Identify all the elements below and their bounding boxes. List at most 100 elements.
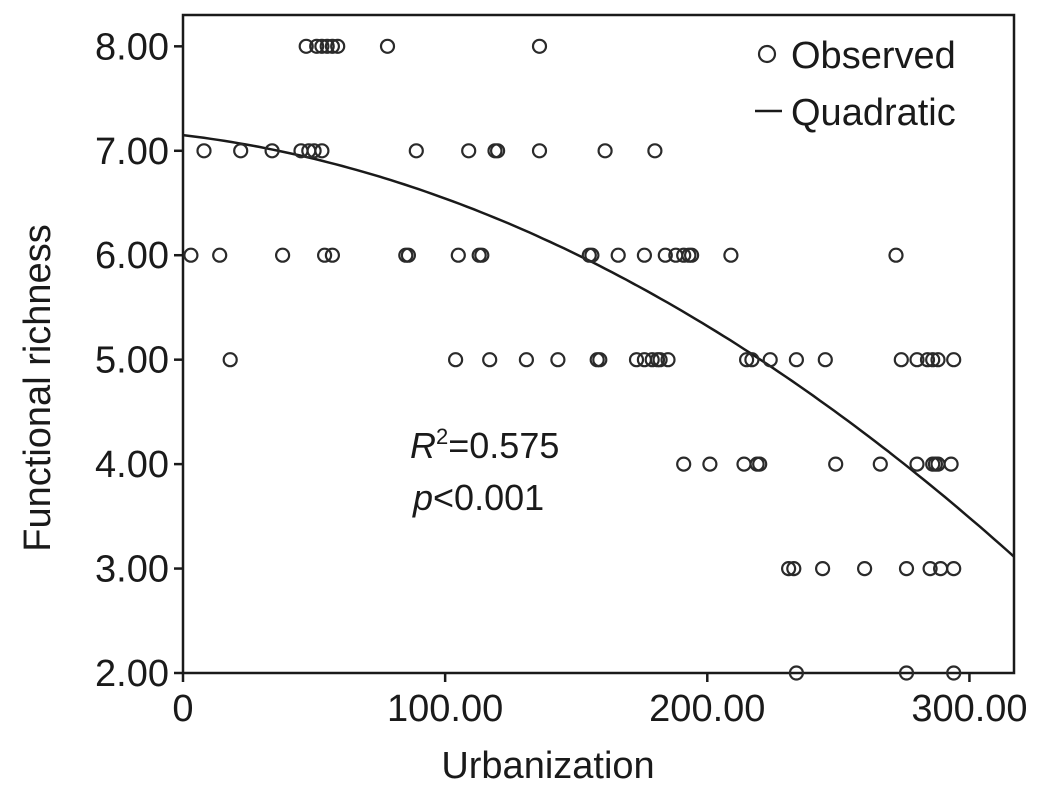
observed-point — [856, 560, 873, 577]
observed-point — [898, 665, 915, 681]
observed-point — [400, 247, 416, 263]
observed-point — [330, 38, 346, 54]
legend-observed-marker — [757, 44, 777, 64]
observed-point — [683, 247, 700, 263]
p-value-annotation: p<0.001 — [412, 477, 544, 518]
observed-point — [309, 38, 325, 54]
observed-point — [233, 143, 249, 159]
observed-point — [319, 38, 335, 54]
r-squared-value: =0.575 — [448, 425, 559, 466]
p-value: <0.001 — [433, 477, 544, 518]
observed-point — [644, 352, 660, 368]
observed-point — [490, 143, 506, 159]
observed-point — [888, 247, 904, 263]
observed-point — [788, 665, 805, 681]
observed-point — [610, 247, 626, 263]
observed-point — [898, 560, 915, 577]
x-tick-label: 0 — [172, 688, 193, 730]
x-axis-label: Urbanization — [441, 745, 654, 787]
r-symbol: R — [410, 425, 436, 466]
observed-point — [264, 143, 280, 159]
observed-point — [925, 352, 941, 368]
observed-point — [314, 143, 330, 159]
observed-point — [550, 352, 566, 368]
x-tick-label: 200.00 — [649, 688, 765, 730]
observed-point — [946, 352, 962, 368]
observed-point — [222, 352, 238, 368]
observed-point — [814, 560, 831, 577]
observed-point — [909, 352, 925, 368]
observed-point — [946, 665, 962, 681]
r-squared-annotation: R2=0.575 — [410, 424, 559, 466]
observed-point — [817, 352, 833, 368]
y-tick-label: 7.00 — [95, 131, 169, 173]
observed-point — [592, 352, 608, 368]
y-tick-label: 2.00 — [95, 653, 169, 695]
observed-point — [448, 352, 464, 368]
observed-point — [275, 247, 291, 263]
y-tick-label: 4.00 — [95, 444, 169, 486]
y-tick-label: 5.00 — [95, 340, 169, 382]
observed-point — [474, 247, 490, 263]
observed-point — [930, 352, 946, 368]
observed-point — [628, 352, 645, 368]
fit-annotation: R2=0.575 p<0.001 — [410, 424, 559, 518]
observed-point — [744, 352, 760, 368]
observed-point — [676, 247, 692, 263]
observed-point — [919, 352, 936, 368]
observed-point — [379, 38, 396, 54]
y-tick-label: 6.00 — [95, 235, 169, 277]
observed-point — [762, 352, 778, 368]
observed-point — [872, 456, 888, 472]
observed-point — [922, 560, 938, 577]
observed-point — [943, 456, 959, 472]
observed-point — [314, 38, 330, 54]
observed-point — [584, 247, 600, 263]
legend: Observed Quadratic — [755, 35, 956, 134]
observed-point — [676, 456, 692, 472]
observed-point — [183, 247, 199, 263]
x-tick-label: 300.00 — [911, 688, 1027, 730]
legend-quadratic-label: Quadratic — [791, 92, 956, 134]
legend-observed-label: Observed — [791, 35, 956, 77]
observed-point — [702, 456, 718, 472]
observed-point — [828, 456, 844, 472]
observed-point — [324, 38, 340, 54]
p-symbol: p — [412, 477, 433, 518]
observed-point — [518, 352, 535, 368]
observed-point — [723, 247, 739, 263]
observed-point — [788, 352, 805, 368]
observed-point — [461, 143, 477, 159]
observed-point — [597, 143, 613, 159]
observed-point — [786, 560, 802, 577]
observed-point — [647, 143, 663, 159]
observed-point — [531, 143, 548, 159]
observed-point — [738, 352, 755, 368]
observed-point — [212, 247, 228, 263]
observed-point — [196, 143, 212, 159]
observed-point — [652, 352, 668, 368]
observed-point — [752, 456, 768, 472]
y-tick-label: 3.00 — [95, 549, 169, 591]
plot-frame — [181, 13, 1016, 675]
quadratic-fit-line — [182, 133, 1015, 558]
observed-point — [780, 560, 797, 577]
observed-point — [636, 247, 653, 263]
observed-point — [450, 247, 466, 263]
observed-point — [317, 247, 333, 263]
observed-point — [736, 456, 752, 472]
y-axis-label: Functional richness — [17, 224, 59, 551]
x-tick-label: 100.00 — [387, 688, 503, 730]
observed-point — [306, 143, 322, 159]
observed-point — [660, 352, 676, 368]
observed-point — [657, 247, 673, 263]
r-superscript: 2 — [436, 424, 448, 449]
observed-point — [531, 38, 548, 54]
observed-point — [482, 352, 498, 368]
observed-point — [324, 247, 340, 263]
observed-point — [298, 38, 314, 54]
observed-point — [408, 143, 424, 159]
observed-point — [946, 560, 962, 577]
observed-point — [909, 456, 925, 472]
